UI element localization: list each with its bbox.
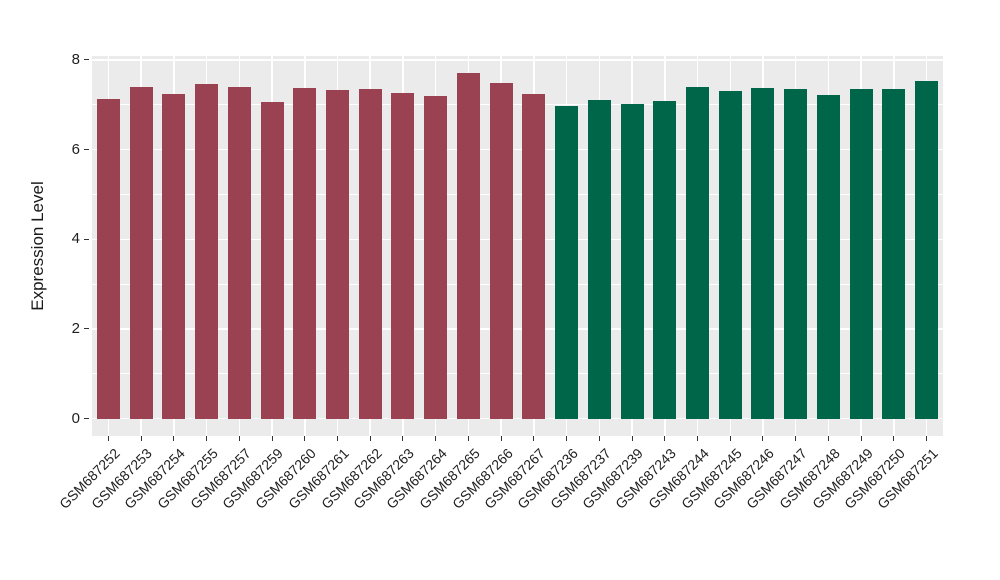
y-tick-label-2: 2: [71, 319, 80, 337]
bar-GSM687257: [227, 87, 251, 419]
minor-gridline-y7: [92, 104, 943, 106]
x-tick-mark-GSM687252: [107, 436, 109, 441]
y-tick-mark-4: [84, 238, 89, 240]
y-tick-label-6: 6: [71, 140, 80, 158]
major-gridline-y2: [92, 328, 943, 330]
bar-GSM687251: [915, 80, 939, 419]
bar-GSM687250: [882, 88, 906, 419]
x-tick-mark-GSM687259: [271, 436, 273, 441]
bar-GSM687247: [784, 88, 808, 419]
bar-GSM687267: [522, 93, 546, 419]
bar-GSM687262: [358, 89, 382, 419]
bar-GSM687264: [424, 95, 448, 419]
x-tick-mark-GSM687237: [598, 436, 600, 441]
x-tick-mark-GSM687254: [173, 436, 175, 441]
bar-GSM687266: [489, 82, 513, 419]
minor-gridline-y1: [92, 373, 943, 375]
y-tick-mark-0: [84, 418, 89, 420]
bar-GSM687239: [620, 104, 644, 419]
bar-GSM687243: [653, 101, 677, 419]
y-tick-label-8: 8: [71, 50, 80, 68]
x-tick-mark-GSM687261: [336, 436, 338, 441]
y-tick-label-4: 4: [71, 230, 80, 248]
x-tick-mark-GSM687253: [140, 436, 142, 441]
x-tick-mark-GSM687266: [500, 436, 502, 441]
x-tick-mark-GSM687244: [697, 436, 699, 441]
y-tick-mark-6: [84, 149, 89, 151]
minor-gridline-y3: [92, 283, 943, 285]
y-tick-mark-2: [84, 328, 89, 330]
major-gridline-y8: [92, 59, 943, 61]
x-tick-mark-GSM687260: [304, 436, 306, 441]
minor-gridline-y5: [92, 193, 943, 195]
major-gridline-y0: [92, 417, 943, 420]
x-tick-mark-GSM687243: [664, 436, 666, 441]
bar-GSM687255: [195, 84, 219, 419]
x-tick-mark-GSM687263: [402, 436, 404, 441]
bar-GSM687253: [129, 86, 153, 419]
x-tick-mark-GSM687264: [435, 436, 437, 441]
x-tick-mark-GSM687265: [467, 436, 469, 441]
bar-GSM687259: [260, 102, 284, 419]
major-gridline-y4: [92, 238, 943, 241]
plot-panel: [92, 56, 943, 436]
x-tick-mark-GSM687250: [893, 436, 895, 441]
x-tick-mark-GSM687236: [566, 436, 568, 441]
y-tick-mark-8: [84, 59, 89, 61]
bar-GSM687254: [162, 93, 186, 419]
x-tick-mark-GSM687262: [369, 436, 371, 441]
x-tick-mark-GSM687239: [631, 436, 633, 441]
bar-GSM687248: [816, 94, 840, 419]
bar-GSM687245: [718, 91, 742, 419]
bar-GSM687265: [456, 73, 480, 419]
x-tick-mark-GSM687249: [860, 436, 862, 441]
y-tick-label-0: 0: [71, 409, 80, 427]
bar-GSM687236: [555, 106, 579, 419]
major-gridline-y6: [92, 148, 943, 151]
x-tick-mark-GSM687251: [926, 436, 928, 441]
x-tick-mark-GSM687248: [827, 436, 829, 441]
bar-GSM687260: [293, 87, 317, 419]
x-tick-mark-GSM687255: [206, 436, 208, 441]
x-tick-mark-GSM687247: [795, 436, 797, 441]
x-tick-mark-GSM687267: [533, 436, 535, 441]
bar-GSM687244: [686, 86, 710, 419]
bar-GSM687249: [849, 88, 873, 419]
bar-GSM687263: [391, 92, 415, 419]
x-tick-mark-GSM687245: [729, 436, 731, 441]
bar-GSM687261: [325, 90, 349, 419]
bar-GSM687252: [96, 98, 120, 419]
bar-GSM687246: [751, 88, 775, 419]
x-tick-mark-GSM687246: [762, 436, 764, 441]
bar-GSM687237: [587, 100, 611, 419]
x-tick-mark-GSM687257: [238, 436, 240, 441]
